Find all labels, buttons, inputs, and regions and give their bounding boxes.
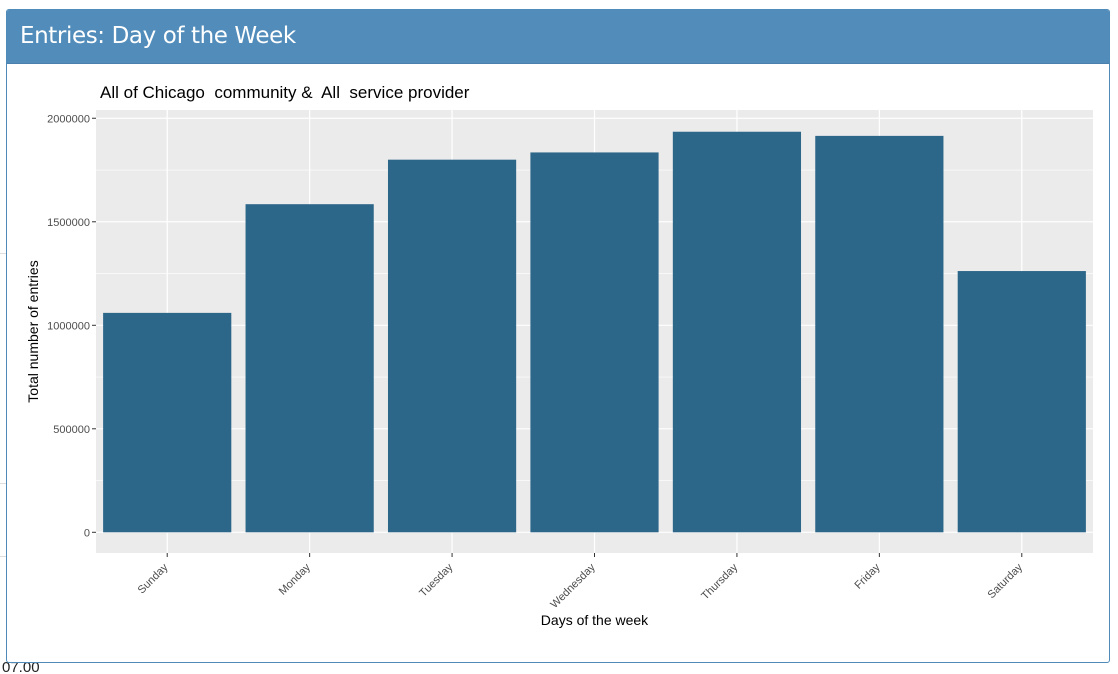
y-tick-label: 1500000: [47, 217, 90, 229]
bar-wednesday: [530, 152, 659, 533]
background-bottom-fragment: 07.00: [2, 662, 40, 674]
x-tick-label: Sunday: [136, 561, 171, 596]
bar-sunday: [103, 312, 232, 533]
x-tick-label: Tuesday: [417, 561, 455, 599]
y-tick-label: 500000: [53, 424, 90, 436]
background-divider: [0, 253, 8, 254]
bar-chart: All of Chicago community & All service p…: [25, 83, 1093, 628]
x-tick-label: Monday: [277, 561, 314, 598]
bar-tuesday: [387, 159, 517, 533]
y-tick-label: 0: [84, 527, 90, 539]
panel-title: Entries: Day of the Week: [20, 23, 296, 49]
chart-panel: Entries: Day of the Week All of Chicago …: [6, 9, 1110, 663]
bar-monday: [245, 204, 374, 533]
y-tick-label: 1000000: [47, 320, 90, 332]
panel-header: Entries: Day of the Week: [7, 10, 1109, 64]
background-divider: [0, 556, 8, 557]
bar-saturday: [957, 271, 1086, 533]
bar-thursday: [672, 131, 802, 533]
x-tick-label: Friday: [853, 561, 883, 591]
background-page: [0, 0, 8, 674]
x-tick-label: Wednesday: [548, 561, 598, 611]
y-axis-title: Total number of entries: [25, 260, 41, 402]
background-divider: [0, 483, 8, 484]
y-tick-label: 2000000: [47, 113, 90, 125]
bar-friday: [815, 135, 944, 533]
chart-title: All of Chicago community & All service p…: [100, 83, 470, 102]
x-tick-label: Thursday: [699, 561, 740, 602]
x-axis-title: Days of the week: [541, 612, 649, 628]
x-tick-label: Saturday: [985, 561, 1025, 601]
